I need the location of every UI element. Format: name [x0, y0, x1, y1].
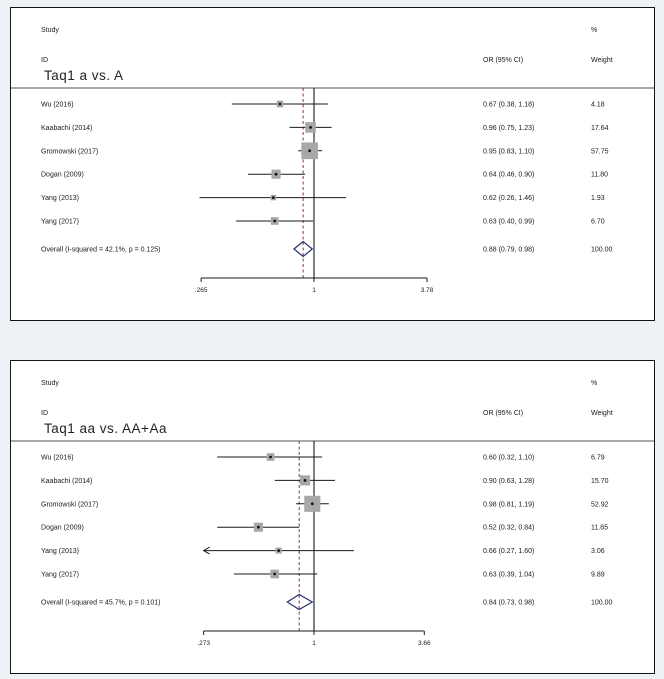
study-or-ci-value: 0.63 (0.40, 0.99) [483, 219, 534, 226]
study-row: Kaabachi (2014) 0.90 (0.63, 1.28) 15.70 [41, 475, 609, 486]
study-label: Wu (2016) [41, 102, 74, 109]
point-estimate-dot [274, 172, 278, 176]
overall-weight-value: 100.00 [591, 247, 613, 254]
col-header-or-ci: OR (95% CI) [483, 410, 523, 417]
study-label: Dogan (2009) [41, 525, 84, 532]
study-label: Yang (2013) [41, 195, 79, 202]
overall-diamond [293, 240, 314, 258]
study-row: Gromowski (2017) 0.98 (0.81, 1.19) 52.92 [41, 495, 609, 512]
study-or-ci-value: 0.64 (0.46, 0.90) [483, 172, 534, 179]
point-estimate-dot [273, 219, 277, 223]
study-weight-value: 6.70 [591, 219, 605, 226]
study-row: Dogan (2009) 0.52 (0.32, 0.84) 11.65 [41, 522, 608, 532]
point-estimate-dot [271, 196, 275, 200]
study-or-ci-value: 0.52 (0.32, 0.84) [483, 525, 534, 532]
study-weight-value: 11.80 [591, 172, 608, 179]
x-axis-tick-label: 3.66 [418, 640, 431, 647]
point-estimate-dot [257, 525, 260, 529]
col-header-or-ci: OR (95% CI) [483, 57, 523, 64]
study-label: Kaabachi (2014) [41, 125, 92, 132]
study-weight-value: 4.18 [591, 102, 605, 109]
point-estimate-dot [309, 126, 312, 129]
study-weight-value: 52.92 [591, 501, 609, 508]
study-weight-value: 1.93 [591, 195, 605, 202]
study-or-ci-value: 0.96 (0.75, 1.23) [483, 125, 534, 132]
overall-or-ci-value: 0.84 (0.73, 0.98) [483, 600, 534, 607]
study-label: Kaabachi (2014) [41, 478, 92, 485]
x-axis-tick-label: .273 [197, 640, 210, 647]
study-row: Yang (2013) 0.66 (0.27, 1.60) 3.06 [41, 546, 605, 555]
study-row: Wu (2016) 0.67 (0.38, 1.18) 4.18 [41, 100, 605, 109]
forest-plot-panel-bottom: Study% ID OR (95% CI) Weight Taq1 aa vs. AA+… [10, 360, 655, 674]
col-header-study: Study [41, 27, 59, 34]
point-estimate-dot [278, 102, 282, 106]
study-or-ci-value: 0.66 (0.27, 1.60) [483, 548, 534, 555]
point-estimate-dot [310, 502, 314, 506]
study-label: Dogan (2009) [41, 172, 84, 179]
study-or-ci-value: 0.95 (0.83, 1.10) [483, 148, 534, 155]
study-or-ci-value: 0.67 (0.38, 1.18) [483, 102, 534, 109]
overall-label: Overall (I-squared = 42.1%, p = 0.125) [41, 247, 160, 254]
col-header-study: Study [41, 380, 59, 387]
study-label: Gromowski (2017) [41, 501, 98, 508]
study-label: Wu (2016) [41, 455, 74, 462]
study-weight-value: 9.89 [591, 572, 605, 579]
study-weight-value: 3.06 [591, 548, 605, 555]
point-estimate-dot [308, 149, 312, 153]
point-estimate-dot [303, 479, 307, 482]
col-header-id: ID [41, 57, 48, 64]
forest-plot-panel-top: Study% ID OR (95% CI) Weight Taq1 a vs. A .26… [10, 7, 655, 321]
chart-title: Taq1 aa vs. AA+Aa [44, 421, 167, 436]
overall-row: Overall (I-squared = 42.1%, p = 0.125) 0.… [41, 240, 613, 258]
forest-plot-svg-top: Study % ID OR (95% CI) Weight Taq1 a vs. A .26… [11, 27, 654, 294]
x-axis-tick-label: 1 [312, 640, 316, 647]
study-label: Gromowski (2017) [41, 148, 98, 155]
study-row: Yang (2013) 0.62 (0.26, 1.46) 1.93 [41, 194, 605, 202]
study-weight-value: 6.79 [591, 455, 605, 462]
study-row: Yang (2017) 0.63 (0.40, 0.99) 6.70 [41, 217, 605, 226]
overall-or-ci-value: 0.88 (0.79, 0.98) [483, 247, 534, 254]
study-or-ci-value: 0.98 (0.81, 1.19) [483, 501, 534, 508]
col-header-weight: Weight [591, 410, 613, 417]
study-or-ci-value: 0.90 (0.63, 1.28) [483, 478, 534, 485]
x-axis-tick-label: 1 [312, 287, 316, 294]
study-or-ci-value: 0.63 (0.39, 1.04) [483, 572, 534, 579]
overall-weight-value: 100.00 [591, 600, 613, 607]
x-axis-tick-label: .265 [195, 287, 208, 294]
col-header-percent: % [591, 27, 597, 34]
point-estimate-dot [273, 572, 277, 576]
col-header-percent: % [591, 380, 597, 387]
overall-row: Overall (I-squared = 45.7%, p = 0.101) 0.… [41, 593, 613, 611]
study-label: Yang (2017) [41, 219, 79, 226]
study-weight-value: 15.70 [591, 478, 609, 485]
col-header-weight: Weight [591, 57, 613, 64]
overall-label: Overall (I-squared = 45.7%, p = 0.101) [41, 600, 160, 607]
overall-diamond [286, 593, 314, 611]
point-estimate-dot [277, 549, 281, 552]
study-or-ci-value: 0.60 (0.32, 1.10) [483, 455, 534, 462]
study-row: Dogan (2009) 0.64 (0.46, 0.90) 11.80 [41, 169, 608, 179]
study-weight-value: 57.75 [591, 148, 609, 155]
study-row: Gromowski (2017) 0.95 (0.83, 1.10) 57.75 [41, 142, 609, 160]
point-estimate-dot [269, 455, 272, 459]
chart-title: Taq1 a vs. A [44, 68, 124, 83]
study-weight-value: 17.64 [591, 125, 609, 132]
study-weight-value: 11.65 [591, 525, 608, 532]
study-label: Yang (2013) [41, 548, 79, 555]
study-or-ci-value: 0.62 (0.26, 1.46) [483, 195, 534, 202]
forest-plot-svg-bottom: Study % ID OR (95% CI) Weight Taq1 aa vs. AA+… [11, 380, 654, 647]
study-label: Yang (2017) [41, 572, 79, 579]
study-row: Wu (2016) 0.60 (0.32, 1.10) 6.79 [41, 453, 605, 462]
x-axis-tick-label: 3.78 [421, 287, 434, 294]
study-row: Yang (2017) 0.63 (0.39, 1.04) 9.89 [41, 569, 605, 579]
col-header-id: ID [41, 410, 48, 417]
study-row: Kaabachi (2014) 0.96 (0.75, 1.23) 17.64 [41, 122, 609, 133]
